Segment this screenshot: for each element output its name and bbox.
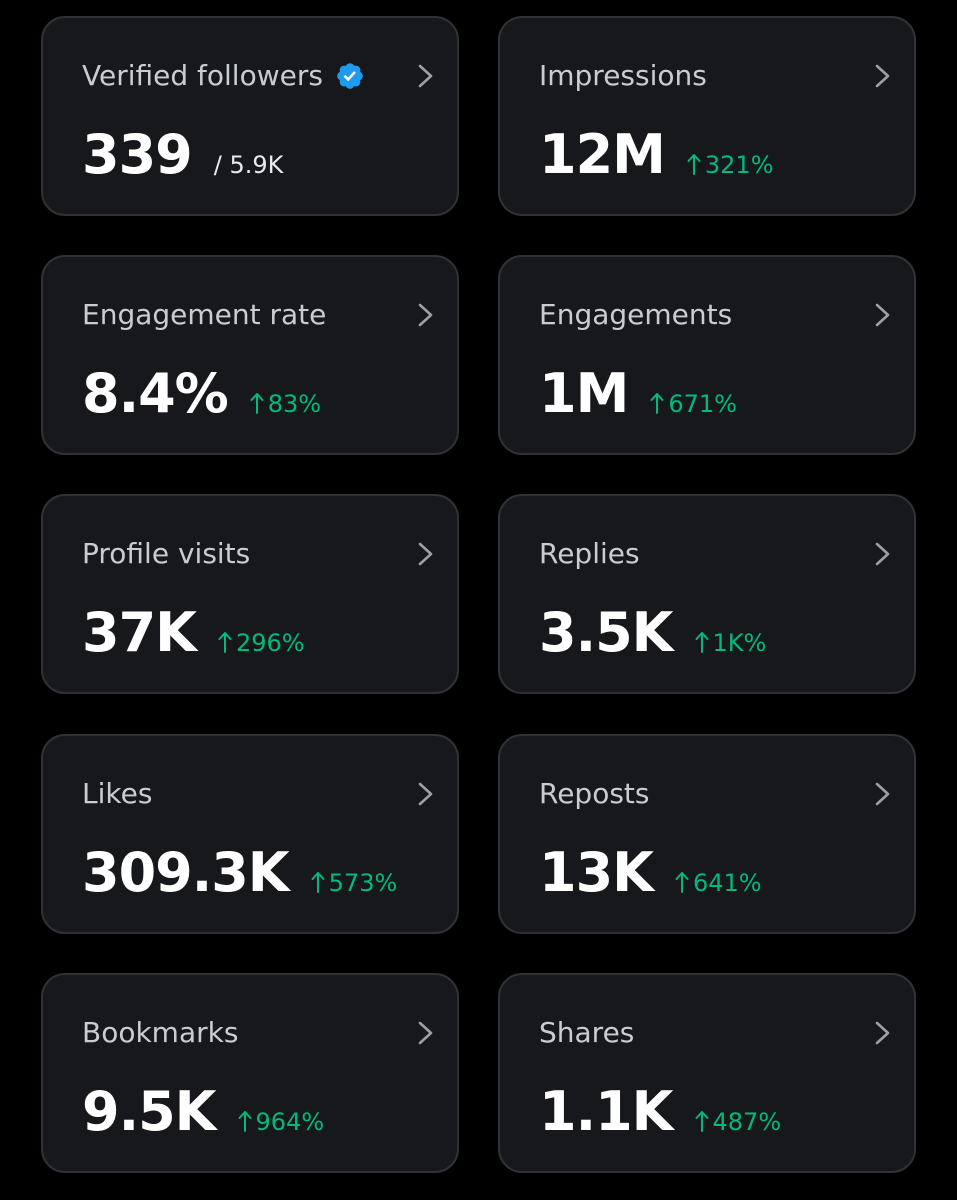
card-title: Likes xyxy=(82,777,153,810)
card-likes[interactable]: Likes 309.3K 573% xyxy=(41,734,459,934)
arrow-up-icon xyxy=(311,872,325,893)
arrow-up-icon xyxy=(218,632,232,653)
card-title: Engagement rate xyxy=(82,298,327,331)
card-value: 9.5K xyxy=(82,1080,217,1143)
value-row: 9.5K 964% xyxy=(82,1079,324,1145)
arrow-up-icon xyxy=(695,632,709,653)
change-value: 1K% xyxy=(712,629,767,657)
chevron-right-icon xyxy=(418,1021,433,1045)
value-row: 8.4% 83% xyxy=(82,361,321,427)
change-indicator: 573% xyxy=(311,869,398,897)
card-sub-total: / 5.9K xyxy=(213,151,284,179)
card-value: 339 xyxy=(82,123,193,186)
value-row: 3.5K 1K% xyxy=(539,600,766,666)
card-title: Profile visits xyxy=(82,537,251,570)
card-bookmarks[interactable]: Bookmarks 9.5K 964% xyxy=(41,973,459,1173)
change-value: 641% xyxy=(693,869,762,897)
change-value: 487% xyxy=(712,1108,782,1136)
card-value: 12M xyxy=(539,123,666,186)
value-row: 37K 296% xyxy=(82,600,305,666)
change-value: 83% xyxy=(267,390,322,418)
card-shares[interactable]: Shares 1.1K 487% xyxy=(498,973,916,1173)
arrow-up-icon xyxy=(687,154,701,175)
chevron-right-icon xyxy=(875,1021,890,1045)
card-value: 309.3K xyxy=(82,841,290,904)
value-row: 309.3K 573% xyxy=(82,840,397,906)
card-value: 8.4% xyxy=(82,362,229,425)
value-row: 1.1K 487% xyxy=(539,1079,781,1145)
chevron-right-icon xyxy=(875,782,890,806)
card-title: Engagements xyxy=(539,298,733,331)
value-row: 1M 671% xyxy=(539,361,737,427)
card-value: 37K xyxy=(82,601,197,664)
card-replies[interactable]: Replies 3.5K 1K% xyxy=(498,494,916,694)
arrow-up-icon xyxy=(695,1111,709,1132)
card-profile-visits[interactable]: Profile visits 37K 296% xyxy=(41,494,459,694)
card-title: Verified followers xyxy=(82,59,323,92)
arrow-up-icon xyxy=(250,393,264,414)
change-indicator: 964% xyxy=(238,1108,325,1136)
change-value: 296% xyxy=(236,629,305,657)
change-indicator: 671% xyxy=(650,390,737,418)
chevron-right-icon xyxy=(418,303,433,327)
chevron-right-icon xyxy=(418,782,433,806)
card-title: Reposts xyxy=(539,777,650,810)
card-engagements[interactable]: Engagements 1M 671% xyxy=(498,255,916,455)
arrow-up-icon xyxy=(238,1111,252,1132)
value-row: 13K 641% xyxy=(539,840,762,906)
change-value: 321% xyxy=(704,151,774,179)
card-title: Impressions xyxy=(539,59,707,92)
change-indicator: 487% xyxy=(695,1108,782,1136)
card-value: 1.1K xyxy=(539,1080,674,1143)
change-indicator: 296% xyxy=(218,629,305,657)
change-indicator: 83% xyxy=(250,390,321,418)
value-row: 12M 321% xyxy=(539,122,774,188)
card-value: 1M xyxy=(539,362,629,425)
card-impressions[interactable]: Impressions 12M 321% xyxy=(498,16,916,216)
card-title-wrap: Verified followers xyxy=(82,56,365,96)
change-indicator: 641% xyxy=(675,869,762,897)
change-value: 671% xyxy=(668,390,737,418)
verified-badge-icon xyxy=(337,63,363,89)
card-value: 3.5K xyxy=(539,601,674,664)
chevron-right-icon xyxy=(418,64,433,88)
change-indicator: 1K% xyxy=(695,629,767,657)
card-verified-followers[interactable]: Verified followers 339 / 5.9K xyxy=(41,16,459,216)
arrow-up-icon xyxy=(650,393,664,414)
change-value: 573% xyxy=(328,869,398,897)
card-value: 13K xyxy=(539,841,654,904)
change-indicator: 321% xyxy=(687,151,774,179)
chevron-right-icon xyxy=(418,542,433,566)
card-engagement-rate[interactable]: Engagement rate 8.4% 83% xyxy=(41,255,459,455)
change-value: 964% xyxy=(255,1108,325,1136)
card-reposts[interactable]: Reposts 13K 641% xyxy=(498,734,916,934)
card-title: Replies xyxy=(539,537,640,570)
card-title: Shares xyxy=(539,1016,635,1049)
value-row: 339 / 5.9K xyxy=(82,122,283,188)
card-title: Bookmarks xyxy=(82,1016,239,1049)
arrow-up-icon xyxy=(675,872,689,893)
chevron-right-icon xyxy=(875,64,890,88)
chevron-right-icon xyxy=(875,542,890,566)
chevron-right-icon xyxy=(875,303,890,327)
